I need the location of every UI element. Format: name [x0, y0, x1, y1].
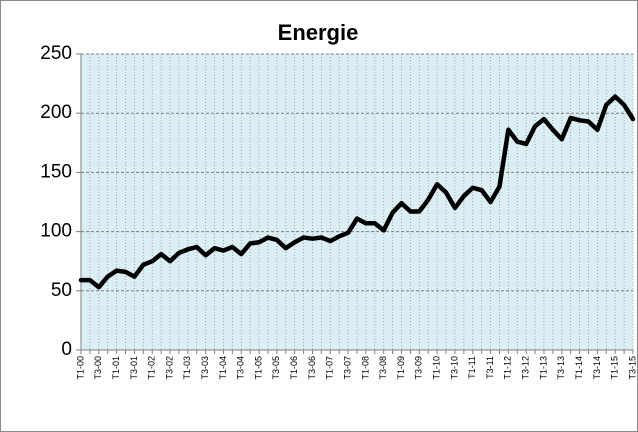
x-tick-label: T3-07 — [342, 356, 352, 380]
x-tick-label: T1-14 — [574, 356, 584, 380]
x-tick-label: T3-04 — [236, 356, 246, 380]
x-tick-label: T1-08 — [360, 356, 370, 380]
x-tick-label: T1-13 — [538, 356, 548, 380]
x-tick-label: T1-00 — [75, 356, 85, 380]
y-tick-label: 100 — [40, 221, 72, 242]
x-tick-label: T3-08 — [378, 356, 388, 380]
x-tick-label: T3-14 — [592, 356, 602, 380]
data-line — [78, 94, 636, 290]
x-tick-label: T1-10 — [432, 356, 442, 380]
x-tick-label: T3-11 — [485, 356, 495, 379]
x-tick-label: T1-09 — [396, 356, 406, 380]
x-tick-label: T3-01 — [129, 356, 139, 380]
y-tick-label: 0 — [61, 339, 72, 360]
x-tick-label: T3-10 — [449, 356, 459, 380]
y-tick-label: 50 — [51, 280, 72, 301]
x-tick-label: T1-03 — [182, 356, 192, 380]
y-tick-label: 250 — [40, 43, 72, 64]
x-tick-label: T1-15 — [610, 356, 620, 380]
x-tick-label: T3-00 — [93, 356, 103, 380]
chart-title: Energie — [278, 20, 359, 45]
x-tick-label: T1-04 — [218, 356, 228, 380]
x-tick-label: T1-07 — [325, 356, 335, 380]
x-tick-label: T1-01 — [111, 356, 121, 380]
x-tick-label: T1-06 — [289, 356, 299, 380]
x-tick-label: T3-05 — [271, 356, 281, 380]
y-tick-label: 150 — [40, 161, 72, 182]
x-tick-label: T3-06 — [307, 356, 317, 380]
x-tick-label: T3-03 — [200, 356, 210, 380]
x-tick-label: T3-02 — [164, 356, 174, 380]
x-tick-label: T1-05 — [253, 356, 263, 380]
x-tick-label: T1-11 — [467, 356, 477, 379]
x-tick-label: T3-15 — [627, 356, 637, 380]
y-tick-label: 200 — [40, 102, 72, 123]
x-tick-label: T3-09 — [414, 356, 424, 380]
x-tick-label: T1-12 — [503, 356, 513, 380]
x-tick-label: T3-13 — [556, 356, 566, 380]
x-tick-label: T3-12 — [521, 356, 531, 380]
x-tick-label: T1-02 — [147, 356, 157, 380]
